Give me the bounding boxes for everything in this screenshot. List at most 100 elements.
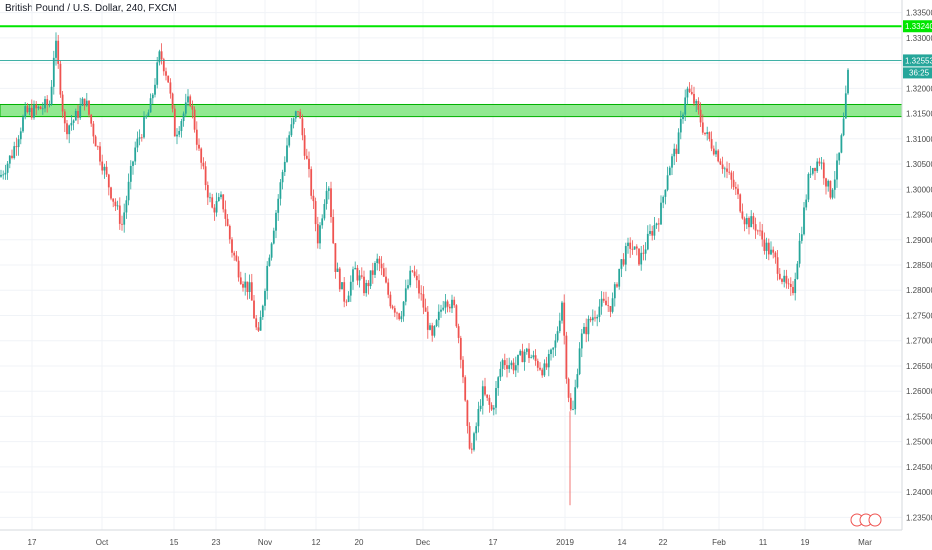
candle-body	[688, 88, 691, 92]
candle-body	[657, 223, 660, 225]
candle-body	[371, 270, 374, 275]
candle-body	[814, 167, 816, 172]
candle-body	[369, 270, 372, 287]
price-tick-label: 1.27000	[906, 337, 932, 346]
candle-body	[451, 299, 453, 309]
candle-body	[365, 282, 368, 294]
candle-body	[107, 174, 110, 188]
candle-body	[138, 137, 141, 139]
candle-body	[664, 189, 667, 197]
candle-body	[462, 359, 464, 378]
candle-body	[30, 107, 33, 118]
candle-body	[308, 158, 310, 170]
candle-body	[756, 230, 759, 232]
candle-body	[123, 212, 126, 225]
candle-body	[360, 275, 363, 277]
candle-body	[805, 199, 808, 208]
candle-body	[682, 114, 684, 120]
candle-body	[244, 281, 247, 288]
candle-body	[435, 320, 438, 326]
candle-body	[453, 299, 456, 306]
candle-body	[402, 301, 405, 317]
candle-body	[8, 155, 11, 164]
candle-body	[165, 71, 167, 76]
candle-body	[22, 117, 24, 132]
price-tick-label: 1.23500	[906, 513, 932, 522]
candle-body	[842, 118, 845, 136]
candle-body	[792, 286, 794, 294]
candle-body	[334, 243, 337, 272]
candle-body	[57, 40, 60, 64]
candle-body	[807, 174, 810, 200]
time-tick-label: 19	[801, 538, 810, 547]
candle-body	[591, 317, 594, 321]
candle-body	[182, 113, 185, 122]
price-tick-label: 1.26000	[906, 387, 932, 396]
candle-body	[833, 179, 836, 190]
candle-body	[301, 118, 304, 136]
candle-body	[81, 98, 84, 106]
candle-body	[132, 161, 134, 166]
candle-body	[250, 282, 253, 301]
candle-body	[717, 150, 720, 162]
price-tick-label: 1.24000	[906, 488, 932, 497]
candle-body	[180, 121, 183, 132]
time-tick-label: 20	[355, 538, 364, 547]
candle-body	[770, 249, 772, 255]
candle-body	[211, 197, 214, 208]
candle-body	[391, 306, 394, 309]
events-flag-icon[interactable]	[868, 513, 882, 527]
candle-body	[671, 156, 673, 168]
candle-body	[363, 276, 365, 294]
candle-body	[127, 181, 130, 201]
candle-body	[642, 252, 645, 254]
candle-body	[759, 230, 761, 232]
candle-body	[809, 173, 812, 175]
candle-body	[332, 217, 335, 244]
candle-body	[442, 307, 445, 310]
candle-body	[473, 433, 475, 450]
price-tick-label: 1.29000	[906, 236, 932, 245]
candle-body	[811, 167, 814, 174]
candle-body	[437, 311, 440, 321]
candle-body	[580, 333, 583, 349]
candle-body	[583, 326, 585, 334]
candle-body	[407, 285, 409, 289]
candle-body	[431, 325, 434, 336]
candle-body	[697, 100, 700, 110]
price-tick-label: 1.25000	[906, 438, 932, 447]
candle-body	[118, 205, 121, 224]
candle-body	[140, 137, 143, 139]
candle-body	[816, 161, 819, 172]
candle-body	[261, 305, 264, 317]
candle-body	[143, 117, 145, 138]
candle-body	[68, 125, 71, 135]
candle-body	[292, 118, 295, 125]
candle-body	[822, 162, 825, 179]
candle-body	[655, 223, 658, 226]
candle-body	[88, 100, 90, 115]
candle-body	[748, 218, 750, 228]
candle-body	[325, 190, 328, 204]
candle-body	[26, 106, 29, 113]
candle-body	[523, 351, 526, 363]
countdown-tag	[903, 67, 932, 79]
candle-body	[19, 131, 22, 140]
candle-body	[514, 365, 517, 371]
candle-body	[455, 305, 458, 327]
candle-body	[400, 316, 403, 320]
candle-body	[215, 200, 218, 213]
candle-body	[446, 301, 449, 307]
candle-body	[134, 147, 137, 162]
candle-body	[596, 316, 599, 319]
candle-body	[486, 394, 489, 398]
candle-body	[44, 99, 46, 109]
price-tick-label: 1.30000	[906, 185, 932, 194]
candle-body	[79, 105, 82, 118]
candle-body	[506, 365, 508, 369]
candle-body	[347, 295, 350, 302]
candle-body	[11, 155, 13, 158]
candle-body	[358, 275, 361, 281]
candle-body	[825, 178, 827, 187]
